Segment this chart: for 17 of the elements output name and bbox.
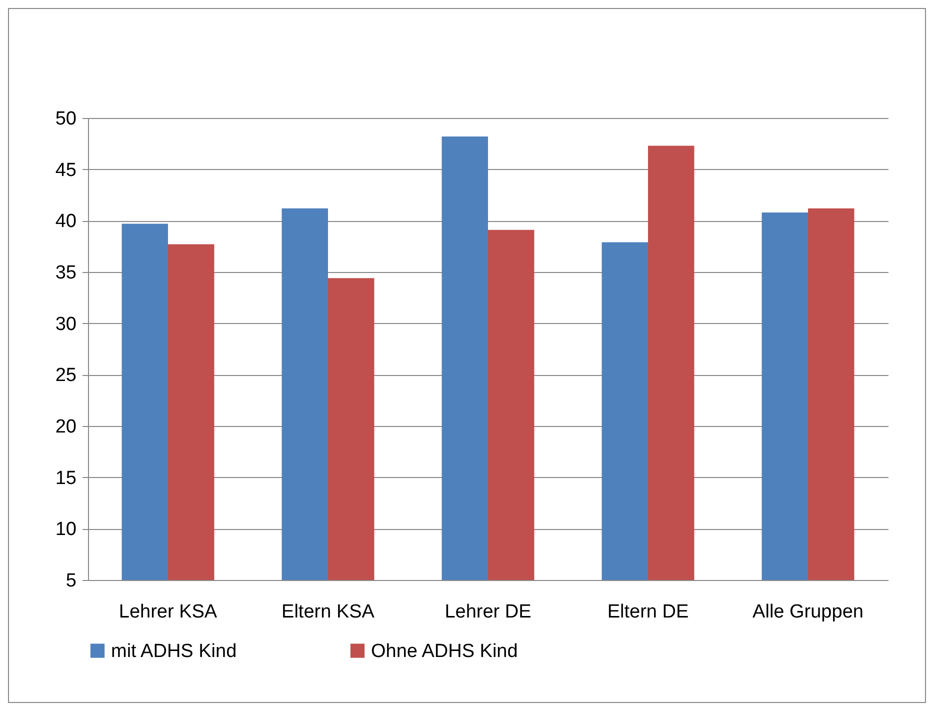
y-tick-label: 40 (55, 211, 76, 232)
y-tick-label: 10 (55, 519, 76, 540)
y-tick-label: 15 (55, 468, 76, 489)
legend-label: mit ADHS Kind (111, 640, 237, 662)
x-tick-label: Lehrer KSA (118, 602, 218, 622)
y-tick-label: 35 (55, 262, 76, 284)
x-tick-label: Eltern KSA (282, 602, 375, 622)
y-tick-label: 45 (55, 160, 76, 181)
y-tick-label: 50 (55, 108, 76, 130)
x-tick-label: Alle Gruppen (752, 602, 864, 622)
x-tick-label: Eltern DE (607, 602, 689, 622)
y-tick-label: 30 (55, 314, 76, 335)
y-tick-label: 5 (66, 570, 76, 592)
y-tick-label: 25 (55, 365, 76, 386)
x-tick-label: Lehrer DE (444, 602, 532, 622)
legend-label: Ohne ADHS Kind (371, 640, 518, 662)
y-tick-label: 20 (55, 416, 76, 438)
